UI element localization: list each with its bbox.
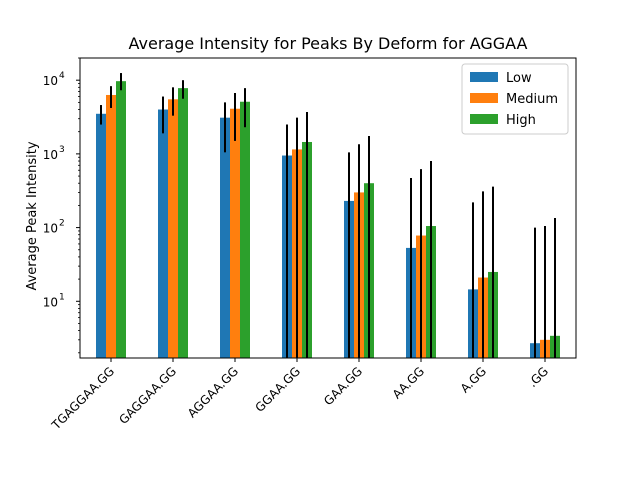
bar-medium-2 (230, 108, 240, 358)
bar-high-2 (240, 101, 250, 358)
bar-high-0 (116, 81, 126, 358)
x-tick-label-5: AA.GG (390, 364, 427, 401)
y-tick-exponent-3: 4 (59, 71, 65, 81)
y-tick-label-3: 10 (43, 74, 58, 88)
chart-title: Average Intensity for Peaks By Deform fo… (129, 34, 528, 53)
x-tick-label-7: .GG (525, 364, 551, 390)
legend-label-low: Low (506, 71, 532, 86)
x-tick-label-3: GGAA.GG (253, 364, 304, 415)
legend-swatch-high (470, 114, 498, 124)
x-tick-label-2: AGGAA.GG (185, 364, 241, 420)
legend-label-medium: Medium (506, 92, 558, 107)
x-tick-label-1: GAGGAA.GG (116, 364, 179, 427)
y-tick-label-1: 10 (43, 222, 58, 236)
x-tick-label-6: A.GG (458, 364, 489, 395)
y-axis-label: Average Peak Intensity (25, 141, 40, 290)
legend-swatch-low (470, 72, 498, 82)
legend-label-high: High (506, 113, 536, 128)
legend: Low Medium High (461, 63, 569, 135)
bar-high-1 (178, 88, 188, 358)
y-tick-label-2: 10 (43, 148, 58, 162)
y-tick-exponent-0: 1 (59, 292, 65, 302)
y-tick-label-0: 10 (43, 295, 58, 309)
x-tick-label-0: TGAGGAA.GG (48, 364, 117, 433)
y-tick-exponent-2: 3 (59, 145, 65, 155)
axes-frame (79, 57, 577, 359)
y-tick-exponent-1: 2 (59, 219, 65, 229)
bar-medium-1 (168, 99, 178, 359)
x-tick-label-4: GAA.GG (321, 364, 365, 408)
bar-low-0 (96, 113, 106, 359)
legend-swatch-medium (470, 93, 498, 103)
bar-low-2 (220, 117, 230, 359)
bar-low-1 (158, 109, 168, 358)
bar-medium-0 (106, 94, 116, 358)
